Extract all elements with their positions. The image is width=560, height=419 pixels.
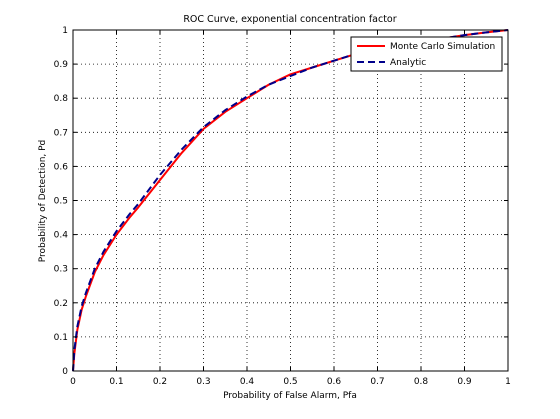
x-tick-label: 0.8 [414, 377, 429, 387]
plot-area: 0 0.1 0.2 0.3 0.4 0.5 0.6 0.7 0.8 0.9 1 0 0.1 0.2 0.3 0… [54, 26, 511, 387]
ticks: 0 0.1 0.2 0.3 0.4 0.5 0.6 0.7 0.8 0.9 1 0 0.1 0.2 0.3 0… [54, 26, 511, 387]
x-tick-label: 0.3 [196, 377, 210, 387]
legend-label-analytic: Analytic [390, 58, 426, 68]
y-tick-label: 0.4 [54, 231, 69, 241]
y-tick-label: 0.9 [54, 60, 69, 70]
x-tick-label: 0.6 [327, 377, 342, 387]
x-tick-label: 0.2 [153, 377, 167, 387]
y-tick-label: 0.7 [54, 128, 68, 138]
x-tick-label: 0.5 [283, 377, 297, 387]
y-tick-label: 0.2 [54, 299, 68, 309]
y-tick-label: 0 [62, 367, 68, 377]
plot-background [73, 30, 508, 371]
x-tick-label: 1 [505, 377, 511, 387]
y-tick-label: 1 [62, 26, 68, 36]
x-tick-label: 0.7 [370, 377, 384, 387]
x-axis-title: Probability of False Alarm, Pfa [223, 391, 357, 401]
x-tick-label: 0.4 [240, 377, 255, 387]
y-axis-title: Probability of Detection, Pd [38, 140, 48, 263]
chart-title: ROC Curve, exponential concentration fac… [183, 14, 396, 25]
y-tick-label: 0.1 [54, 333, 68, 343]
legend-label-monte-carlo: Monte Carlo Simulation [390, 42, 495, 52]
y-tick-label: 0.3 [54, 265, 68, 275]
series-line-analytic [72, 29, 509, 372]
x-tick-label: 0 [70, 377, 76, 387]
y-tick-label: 0.5 [54, 197, 68, 207]
y-tick-label: 0.8 [54, 94, 69, 104]
legend: Monte Carlo Simulation Analytic [350, 36, 503, 72]
grid [73, 30, 508, 371]
x-tick-label: 0.1 [109, 377, 123, 387]
y-tick-label: 0.6 [54, 162, 69, 172]
legend-box [350, 36, 503, 72]
x-tick-label: 0.9 [457, 377, 472, 387]
